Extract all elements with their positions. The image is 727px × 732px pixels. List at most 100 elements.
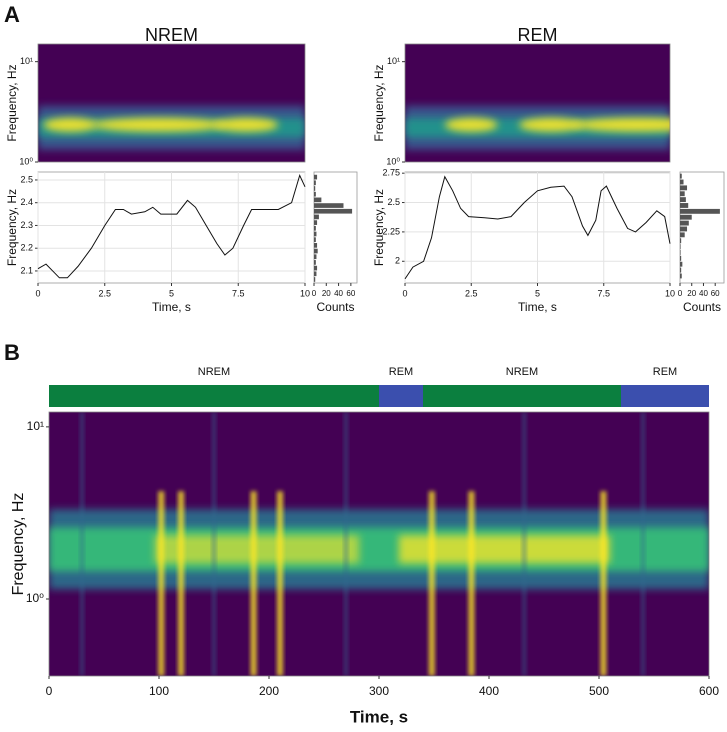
trace — [404, 175, 671, 280]
bar — [680, 214, 692, 220]
bar — [680, 197, 686, 203]
spectrogram-image — [49, 412, 709, 676]
bar — [314, 208, 353, 214]
bar — [680, 220, 689, 226]
x-tick-label: 7.5 — [232, 288, 245, 298]
bar — [314, 197, 322, 203]
y-tick-label: 10¹ — [387, 56, 400, 66]
frame — [313, 171, 358, 284]
chart: 2 2.25 2.5 2.75 0 2.5 5 7.5 10 Time, s Frequency, … — [372, 168, 675, 315]
y-tick-label: 10¹ — [27, 419, 44, 433]
x-tick-label: 600 — [699, 684, 719, 698]
streak — [600, 491, 607, 676]
x-tick-label: 0 — [312, 289, 317, 298]
x-tick-label: 20 — [322, 289, 331, 298]
y-tick-label: 2.5 — [20, 174, 33, 184]
trace — [37, 173, 306, 279]
streak — [178, 491, 184, 676]
stage-segment — [379, 385, 423, 407]
spectrogram-image — [405, 44, 670, 162]
x-axis-label: Time, s — [518, 300, 557, 314]
x-axis-label: Time, s — [152, 300, 191, 314]
bar — [314, 237, 316, 243]
stage-label: NREM — [198, 366, 230, 378]
streak — [80, 412, 84, 676]
chart: 2.1 2.2 2.3 2.4 2.5 0 2.5 5 7.5 10 Time, s Frequenc… — [5, 171, 310, 314]
x-tick-label: 2.5 — [465, 288, 478, 298]
chart: 10⁰ 10¹ NREM Frequency, Hz — [5, 25, 306, 166]
stage-label: REM — [389, 366, 413, 378]
hot-spot — [91, 117, 225, 132]
streak — [212, 412, 216, 676]
hot-spot — [518, 117, 583, 132]
y-tick-label: 2 — [395, 256, 400, 266]
bar — [314, 248, 318, 254]
bar — [680, 250, 681, 255]
x-tick-label: 0 — [402, 288, 407, 298]
stage-label: NREM — [506, 366, 538, 378]
streak — [250, 491, 257, 676]
bar — [680, 261, 683, 267]
spectrogram-image — [38, 44, 305, 162]
x-tick-label: 400 — [479, 684, 499, 698]
y-tick-label: 10⁰ — [19, 156, 33, 166]
bar — [314, 220, 318, 225]
bar — [680, 273, 682, 279]
bar — [680, 173, 682, 179]
bar — [680, 208, 720, 214]
band — [154, 535, 360, 564]
x-tick-label: 60 — [346, 289, 355, 298]
stage-label: REM — [653, 366, 677, 378]
streak — [468, 491, 475, 676]
x-axis-label: Counts — [316, 300, 354, 314]
bar — [680, 226, 688, 232]
chart: 10⁰ 10¹ 0 100 200 300 400 500 600 Time, s Frequenc… — [10, 411, 719, 726]
bar — [680, 179, 684, 185]
hot-spot — [444, 117, 498, 132]
bar — [314, 174, 318, 180]
bar — [314, 254, 317, 260]
x-tick-label: 60 — [711, 289, 720, 298]
x-tick-label: 0 — [35, 288, 40, 298]
streak — [428, 491, 435, 676]
bar — [680, 203, 689, 208]
chart-title: REM — [518, 25, 558, 45]
bar — [680, 255, 682, 261]
y-axis-label: Frequency, Hz — [5, 189, 19, 266]
x-tick-label: 40 — [699, 289, 708, 298]
y-axis-label: Frequency, Hz — [10, 493, 27, 596]
y-tick-label: 2.2 — [20, 243, 33, 253]
bar — [314, 186, 316, 191]
streak — [641, 412, 645, 676]
hot-spot — [571, 117, 670, 132]
x-tick-label: 2.5 — [98, 288, 111, 298]
x-tick-label: 500 — [589, 684, 609, 698]
stage-segment — [621, 385, 709, 407]
bar — [314, 180, 316, 186]
x-tick-label: 5 — [169, 288, 174, 298]
chart: 0 20 40 60 Counts — [312, 171, 358, 314]
x-tick-label: 100 — [149, 684, 169, 698]
frame — [404, 43, 671, 163]
x-tick-label: 5 — [535, 288, 540, 298]
bar — [680, 232, 685, 238]
streak — [344, 412, 348, 676]
x-tick-label: 20 — [687, 289, 696, 298]
chart: 0 20 40 60 Counts — [678, 171, 725, 314]
bar — [314, 225, 316, 231]
bar — [680, 185, 688, 191]
y-tick-label: 10¹ — [20, 56, 33, 66]
chart: 10⁰ 10¹ REM Frequency, Hz — [372, 25, 671, 166]
stage-segment — [49, 385, 379, 407]
bar — [314, 277, 316, 282]
y-tick-label: 2.75 — [382, 168, 400, 178]
x-tick-label: 300 — [369, 684, 389, 698]
x-axis-label: Counts — [683, 300, 721, 314]
panel-label: A — [4, 2, 20, 27]
y-tick-label: 10⁰ — [386, 156, 400, 166]
bar — [680, 267, 682, 273]
y-tick-label: 2.5 — [387, 197, 400, 207]
x-tick-label: 200 — [259, 684, 279, 698]
y-tick-label: 2.1 — [20, 265, 33, 275]
